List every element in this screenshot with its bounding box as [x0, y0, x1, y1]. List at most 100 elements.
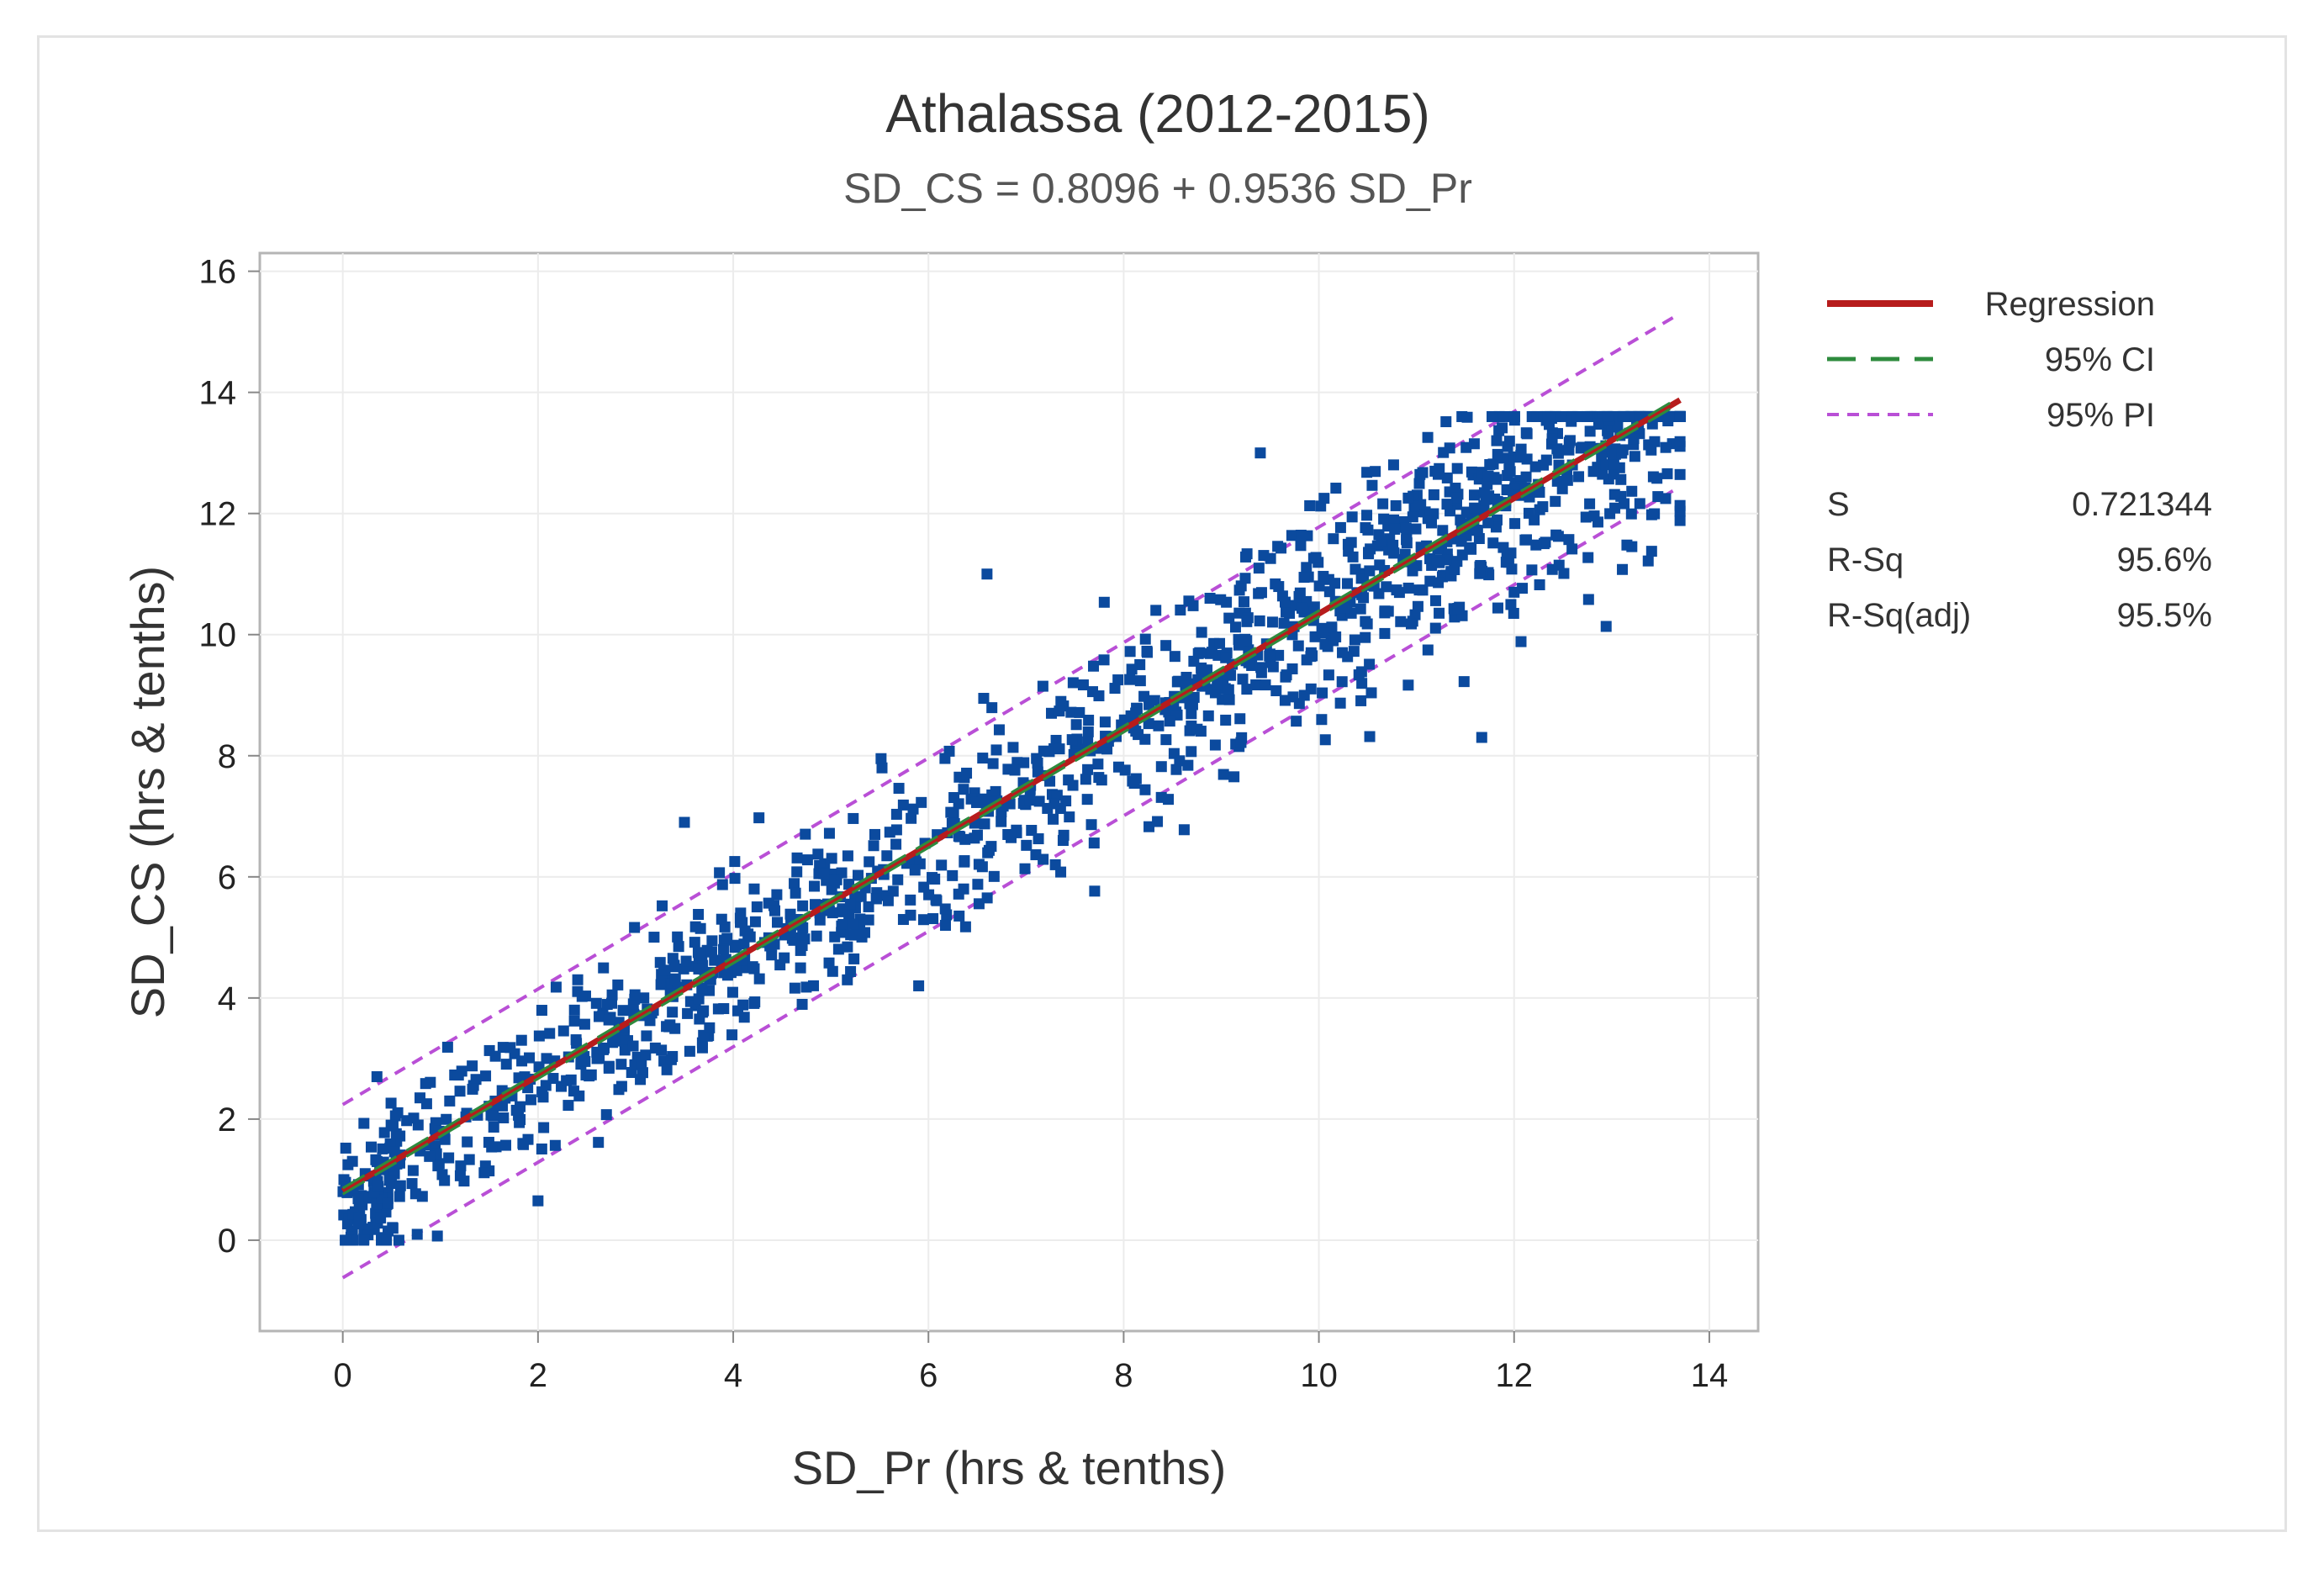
data-point — [939, 753, 951, 764]
data-point — [753, 973, 765, 985]
data-point — [1220, 652, 1232, 663]
data-point — [544, 1028, 556, 1039]
y-tick-label: 0 — [218, 1223, 236, 1260]
data-point — [443, 1152, 455, 1164]
data-point — [1067, 677, 1079, 689]
data-point — [1337, 647, 1349, 658]
data-point — [1355, 695, 1367, 706]
data-point — [1033, 833, 1044, 845]
y-tick-label: 16 — [199, 254, 237, 291]
data-point — [696, 1042, 708, 1054]
data-point — [1152, 816, 1164, 827]
data-point — [1619, 498, 1630, 510]
data-point — [1124, 674, 1136, 685]
data-point — [1482, 517, 1494, 529]
data-point — [1353, 669, 1365, 681]
data-point — [1346, 511, 1358, 523]
data-point — [536, 1086, 548, 1098]
data-point — [716, 879, 728, 890]
data-point — [1209, 687, 1221, 699]
data-point — [749, 996, 761, 1008]
data-point — [704, 1022, 716, 1033]
data-point — [1508, 607, 1519, 619]
data-point — [954, 831, 966, 843]
data-point — [1451, 462, 1463, 474]
data-point — [1302, 530, 1313, 541]
data-point — [797, 900, 809, 911]
data-point — [1376, 536, 1387, 547]
data-point — [454, 1170, 466, 1181]
data-point — [1573, 471, 1585, 483]
data-point — [1612, 421, 1624, 433]
data-point — [1085, 819, 1097, 831]
data-point — [1018, 757, 1030, 769]
data-point — [1517, 583, 1529, 594]
data-point — [1584, 498, 1596, 510]
data-point — [1077, 679, 1089, 691]
data-point — [1082, 763, 1094, 775]
data-point — [1295, 540, 1307, 552]
data-point — [801, 854, 813, 866]
data-point — [1387, 539, 1399, 551]
legend-label: Regression — [1985, 286, 2155, 323]
data-point — [1429, 594, 1441, 606]
data-point — [1304, 499, 1316, 511]
data-point — [1582, 594, 1594, 605]
data-point — [1663, 410, 1675, 422]
data-point — [1407, 511, 1418, 523]
data-point — [570, 1034, 582, 1046]
data-point — [478, 1167, 490, 1179]
data-point — [661, 1064, 673, 1075]
data-point — [1169, 651, 1180, 663]
data-point — [515, 1034, 527, 1046]
data-point — [729, 942, 741, 954]
data-point — [1377, 498, 1389, 510]
data-point — [1126, 663, 1138, 675]
data-point — [1617, 563, 1629, 575]
stat-name: R-Sq — [1827, 541, 1904, 578]
data-point — [1024, 795, 1036, 806]
data-point — [1440, 416, 1452, 428]
data-point — [953, 910, 965, 922]
data-point — [613, 1084, 625, 1096]
data-point — [1563, 436, 1575, 448]
data-point — [1407, 565, 1418, 577]
data-point — [977, 753, 989, 764]
data-point — [414, 1092, 425, 1104]
data-point — [906, 812, 917, 824]
data-point — [1391, 584, 1402, 596]
data-point — [1233, 607, 1245, 619]
data-point — [454, 1086, 466, 1097]
scatter-points — [337, 410, 1686, 1246]
data-point — [1250, 679, 1262, 691]
plot-area — [258, 251, 1760, 1333]
data-point — [1422, 644, 1434, 656]
data-point — [853, 869, 864, 881]
data-point — [1313, 580, 1325, 592]
data-point — [1186, 699, 1198, 711]
data-point — [1563, 534, 1575, 546]
data-point — [411, 1228, 423, 1240]
x-tick-label: 8 — [1114, 1357, 1133, 1394]
data-point — [790, 887, 801, 899]
data-point — [1584, 425, 1596, 437]
data-point — [572, 974, 584, 985]
data-point — [1429, 622, 1441, 634]
data-point — [1130, 707, 1142, 719]
data-point — [1645, 509, 1657, 520]
data-point — [848, 918, 859, 930]
data-point — [1223, 694, 1235, 705]
data-point — [1515, 450, 1527, 462]
data-point — [729, 873, 741, 885]
data-point — [463, 1154, 475, 1165]
data-point — [1160, 640, 1172, 652]
data-point — [1402, 679, 1414, 691]
data-point — [393, 1234, 404, 1246]
data-point — [1341, 578, 1353, 589]
data-point — [870, 893, 882, 905]
data-point — [958, 784, 969, 795]
data-point — [640, 1049, 652, 1061]
data-point — [1553, 559, 1565, 571]
data-point — [1080, 774, 1091, 785]
data-point — [467, 1060, 478, 1072]
